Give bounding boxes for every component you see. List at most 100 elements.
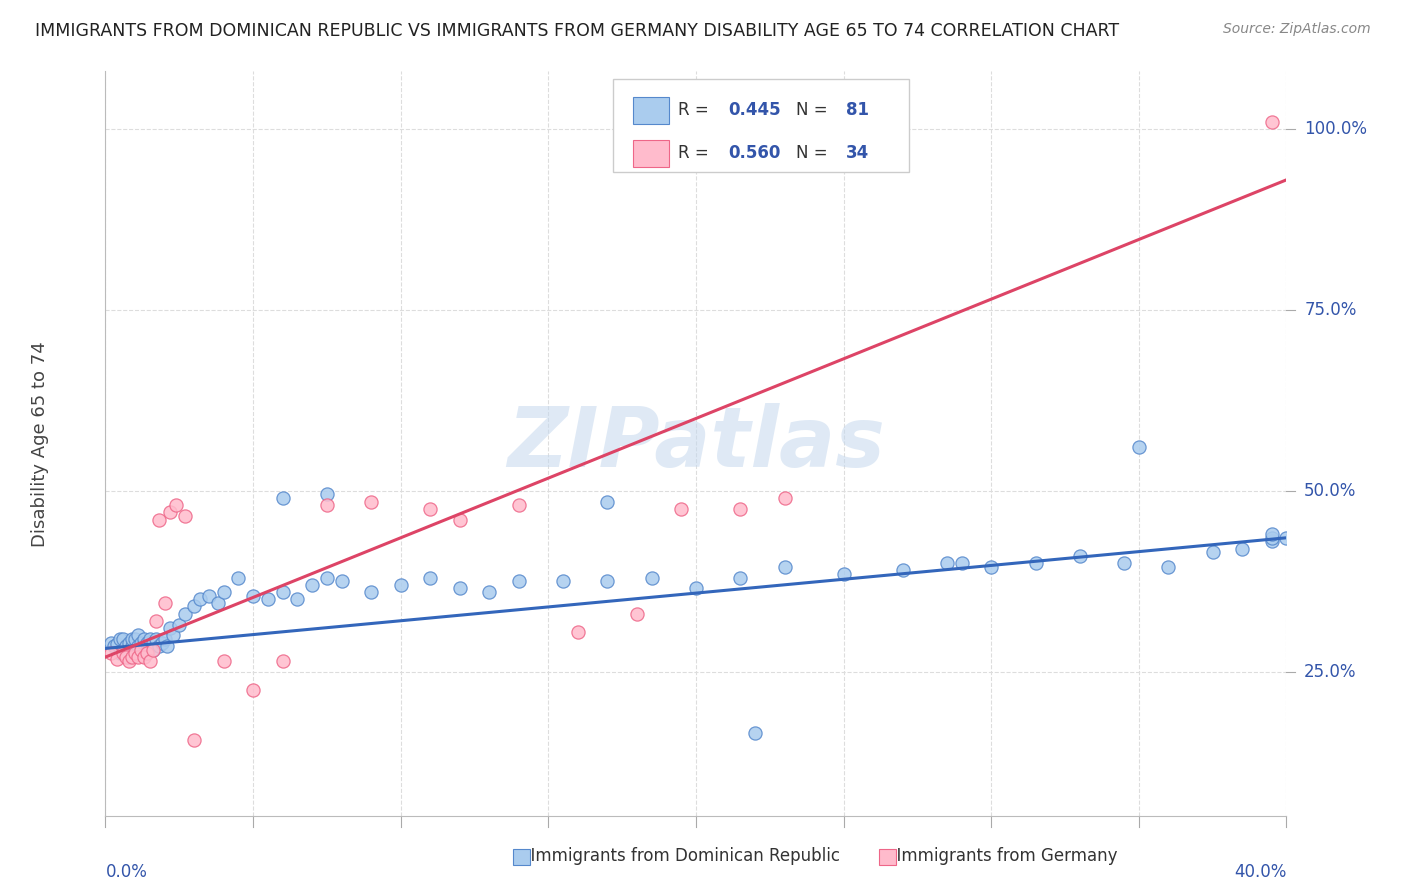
Point: [508, 574, 530, 589]
Point: [115, 647, 138, 661]
Point: [118, 650, 141, 665]
Text: 0.560: 0.560: [728, 145, 780, 162]
Point: [145, 632, 167, 646]
Point: [1261, 531, 1284, 545]
Point: [1275, 531, 1298, 545]
Point: [685, 582, 707, 596]
Point: [242, 682, 264, 697]
Point: [1261, 527, 1284, 541]
Point: [1069, 549, 1091, 563]
Point: [1157, 559, 1180, 574]
Point: [641, 570, 664, 584]
Text: 50.0%: 50.0%: [1305, 482, 1357, 500]
Point: [257, 592, 280, 607]
Text: ZIPatlas: ZIPatlas: [508, 403, 884, 484]
Point: [148, 513, 170, 527]
Point: [124, 647, 146, 661]
Point: [135, 647, 157, 661]
Point: [315, 570, 337, 584]
Text: 81: 81: [846, 102, 869, 120]
Point: [142, 643, 165, 657]
Point: [212, 654, 235, 668]
Point: [132, 632, 155, 646]
Text: 100.0%: 100.0%: [1305, 120, 1367, 138]
Point: [169, 617, 191, 632]
Point: [1114, 556, 1136, 570]
FancyBboxPatch shape: [613, 78, 908, 172]
Point: [121, 639, 143, 653]
Point: [950, 556, 973, 570]
Point: [730, 570, 752, 584]
Point: [124, 643, 146, 657]
Point: [832, 566, 855, 581]
Point: [242, 589, 264, 603]
Point: [449, 582, 471, 596]
Text: 34: 34: [846, 145, 869, 162]
Point: [478, 585, 501, 599]
Text: R =: R =: [678, 145, 714, 162]
Point: [389, 578, 412, 592]
Point: [626, 607, 648, 621]
Point: [188, 592, 211, 607]
Point: [150, 635, 173, 649]
Point: [121, 632, 143, 646]
Point: [271, 491, 294, 505]
Point: [1201, 545, 1223, 559]
Point: [115, 639, 138, 653]
Text: IMMIGRANTS FROM DOMINICAN REPUBLIC VS IMMIGRANTS FROM GERMANY DISABILITY AGE 65 : IMMIGRANTS FROM DOMINICAN REPUBLIC VS IM…: [35, 22, 1119, 40]
Point: [112, 632, 135, 646]
Point: [183, 599, 205, 614]
Point: [551, 574, 574, 589]
Point: [129, 643, 152, 657]
Point: [980, 559, 1002, 574]
Point: [112, 647, 135, 661]
Text: 40.0%: 40.0%: [1234, 863, 1286, 881]
Point: [174, 509, 197, 524]
Point: [100, 647, 122, 661]
Point: [773, 491, 796, 505]
Point: [105, 637, 128, 651]
Point: [1024, 556, 1046, 570]
Point: [135, 635, 157, 649]
Point: [118, 635, 141, 649]
Text: Immigrants from Germany: Immigrants from Germany: [886, 847, 1118, 865]
Point: [153, 632, 176, 646]
Point: [360, 494, 382, 508]
Point: [891, 563, 914, 577]
Point: [671, 501, 693, 516]
Point: [596, 574, 619, 589]
Point: [142, 635, 165, 649]
Point: [115, 650, 138, 665]
Point: [129, 635, 152, 649]
Point: [419, 570, 441, 584]
Point: [121, 650, 143, 665]
Point: [1232, 541, 1254, 556]
Point: [271, 654, 294, 668]
Point: [105, 651, 128, 665]
Point: [124, 632, 146, 646]
Point: [142, 643, 165, 657]
Point: [730, 501, 752, 516]
Point: [287, 592, 309, 607]
Point: [127, 650, 149, 665]
Point: [360, 585, 382, 599]
Point: [315, 498, 337, 512]
Point: [129, 643, 152, 657]
Point: [132, 650, 155, 665]
Point: [148, 639, 170, 653]
Point: [127, 639, 149, 653]
Point: [419, 501, 441, 516]
Text: N =: N =: [796, 145, 834, 162]
Point: [100, 635, 122, 649]
Point: [132, 639, 155, 653]
Point: [773, 559, 796, 574]
Text: 0.445: 0.445: [728, 102, 780, 120]
Point: [138, 654, 162, 668]
Point: [156, 639, 179, 653]
Text: Disability Age 65 to 74: Disability Age 65 to 74: [31, 341, 49, 547]
Point: [165, 498, 187, 512]
Text: 0.0%: 0.0%: [105, 863, 148, 881]
Point: [449, 513, 471, 527]
Point: [110, 647, 132, 661]
Point: [159, 621, 181, 635]
